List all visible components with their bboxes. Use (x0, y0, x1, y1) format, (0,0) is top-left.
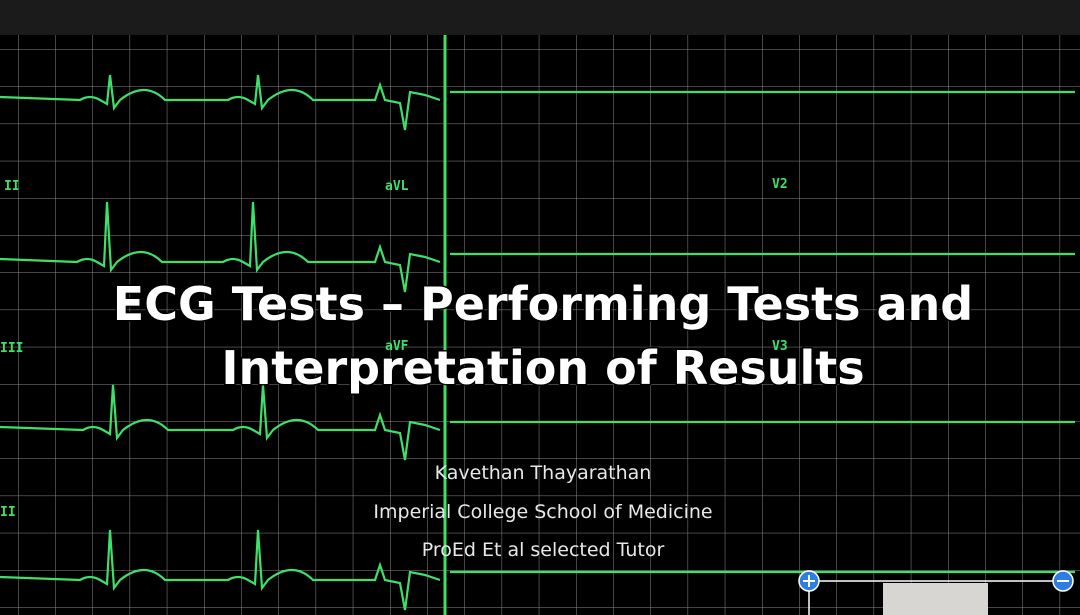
lead-label: II (0, 505, 16, 520)
video-thumbnail (883, 583, 988, 615)
lead-label: V2 (772, 177, 788, 192)
lead-label: III (0, 341, 23, 356)
ecg-trace (0, 201, 441, 293)
top-bar (0, 0, 1080, 35)
plus-icon (803, 575, 815, 587)
lead-label: aVL (385, 179, 409, 194)
author-line: ProEd Et al selected Tutor (422, 539, 665, 561)
ecg-trace (0, 529, 441, 611)
slide: II aVL V2 III aVF V3 II ECG Tests – Perf… (0, 35, 1080, 615)
slide-title: Interpretation of Results (221, 341, 864, 395)
ecg-traces (0, 74, 1075, 611)
slide-title: ECG Tests – Performing Tests and (113, 277, 973, 331)
ecg-trace (0, 74, 441, 131)
video-tile-controls (798, 570, 1074, 615)
ecg-grid (0, 35, 1080, 615)
author-line: Imperial College School of Medicine (373, 501, 712, 523)
ecg-trace (0, 384, 441, 461)
author-line: Kavethan Thayarathan (435, 462, 652, 484)
lead-labels: II aVL V2 III aVF V3 II (0, 177, 788, 520)
lead-label: II (4, 179, 20, 194)
lead-label: aVF (385, 339, 409, 354)
lead-label: V3 (772, 339, 788, 354)
